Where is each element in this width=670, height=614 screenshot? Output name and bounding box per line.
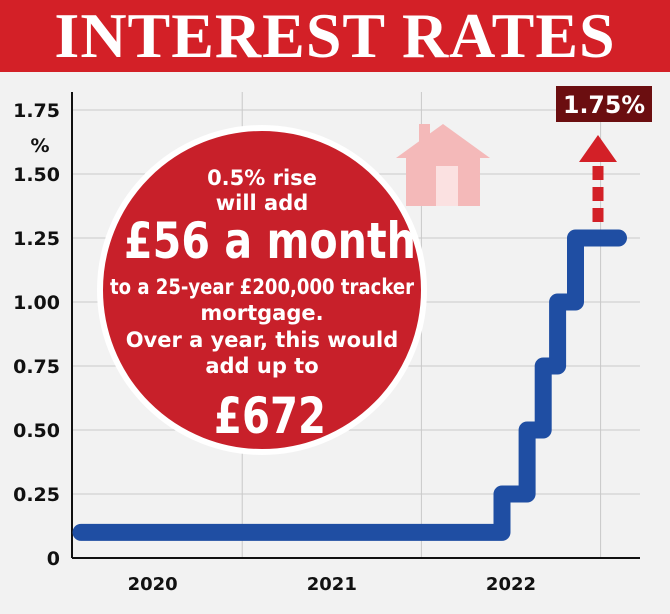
callout-line-3: to a 25-year £200,000 tracker xyxy=(110,275,415,299)
y-tick-label: 1.50 xyxy=(13,164,60,186)
x-tick-labels: 2020 2021 2022 xyxy=(128,574,536,595)
callout-line-1: 0.5% rise xyxy=(207,166,317,190)
series-layer xyxy=(72,229,627,541)
x-tick-label: 2020 xyxy=(128,574,178,595)
y-tick-label: 0.25 xyxy=(13,484,60,506)
y-axis-label: % xyxy=(30,135,49,157)
title-banner: INTEREST RATES xyxy=(0,0,670,72)
up-arrow-icon xyxy=(579,135,617,222)
y-tick-label: 1.75 xyxy=(13,100,60,122)
callout-big-total: £672 xyxy=(214,387,326,445)
y-tick-label: 1.00 xyxy=(13,292,60,314)
x-tick-label: 2022 xyxy=(486,574,536,595)
end-value-text: 1.75% xyxy=(563,91,645,119)
callout-big-amount: £56 a month xyxy=(124,212,416,270)
callout-circle: 0.5% rise will add £56 a month to a 25-y… xyxy=(97,125,427,455)
end-value-label: 1.75% xyxy=(556,86,652,122)
callout-line-6: add up to xyxy=(205,354,318,378)
y-tick-label: 0 xyxy=(47,548,60,570)
y-tick-label: 1.25 xyxy=(13,228,60,250)
callout-line-5: Over a year, this would xyxy=(126,328,399,352)
callout-line-2: will add xyxy=(216,191,309,215)
y-tick-labels: 0 0.25 0.50 0.75 1.00 1.25 1.50 1.75 xyxy=(13,100,60,570)
series-line xyxy=(72,229,627,541)
callout-line-4: mortgage. xyxy=(200,301,323,325)
house-icon xyxy=(396,124,490,206)
x-tick-label: 2021 xyxy=(307,574,357,595)
axes xyxy=(71,92,640,559)
y-tick-label: 0.75 xyxy=(13,356,60,378)
y-tick-label: 0.50 xyxy=(13,420,60,442)
chart-title: INTEREST RATES xyxy=(54,0,616,71)
